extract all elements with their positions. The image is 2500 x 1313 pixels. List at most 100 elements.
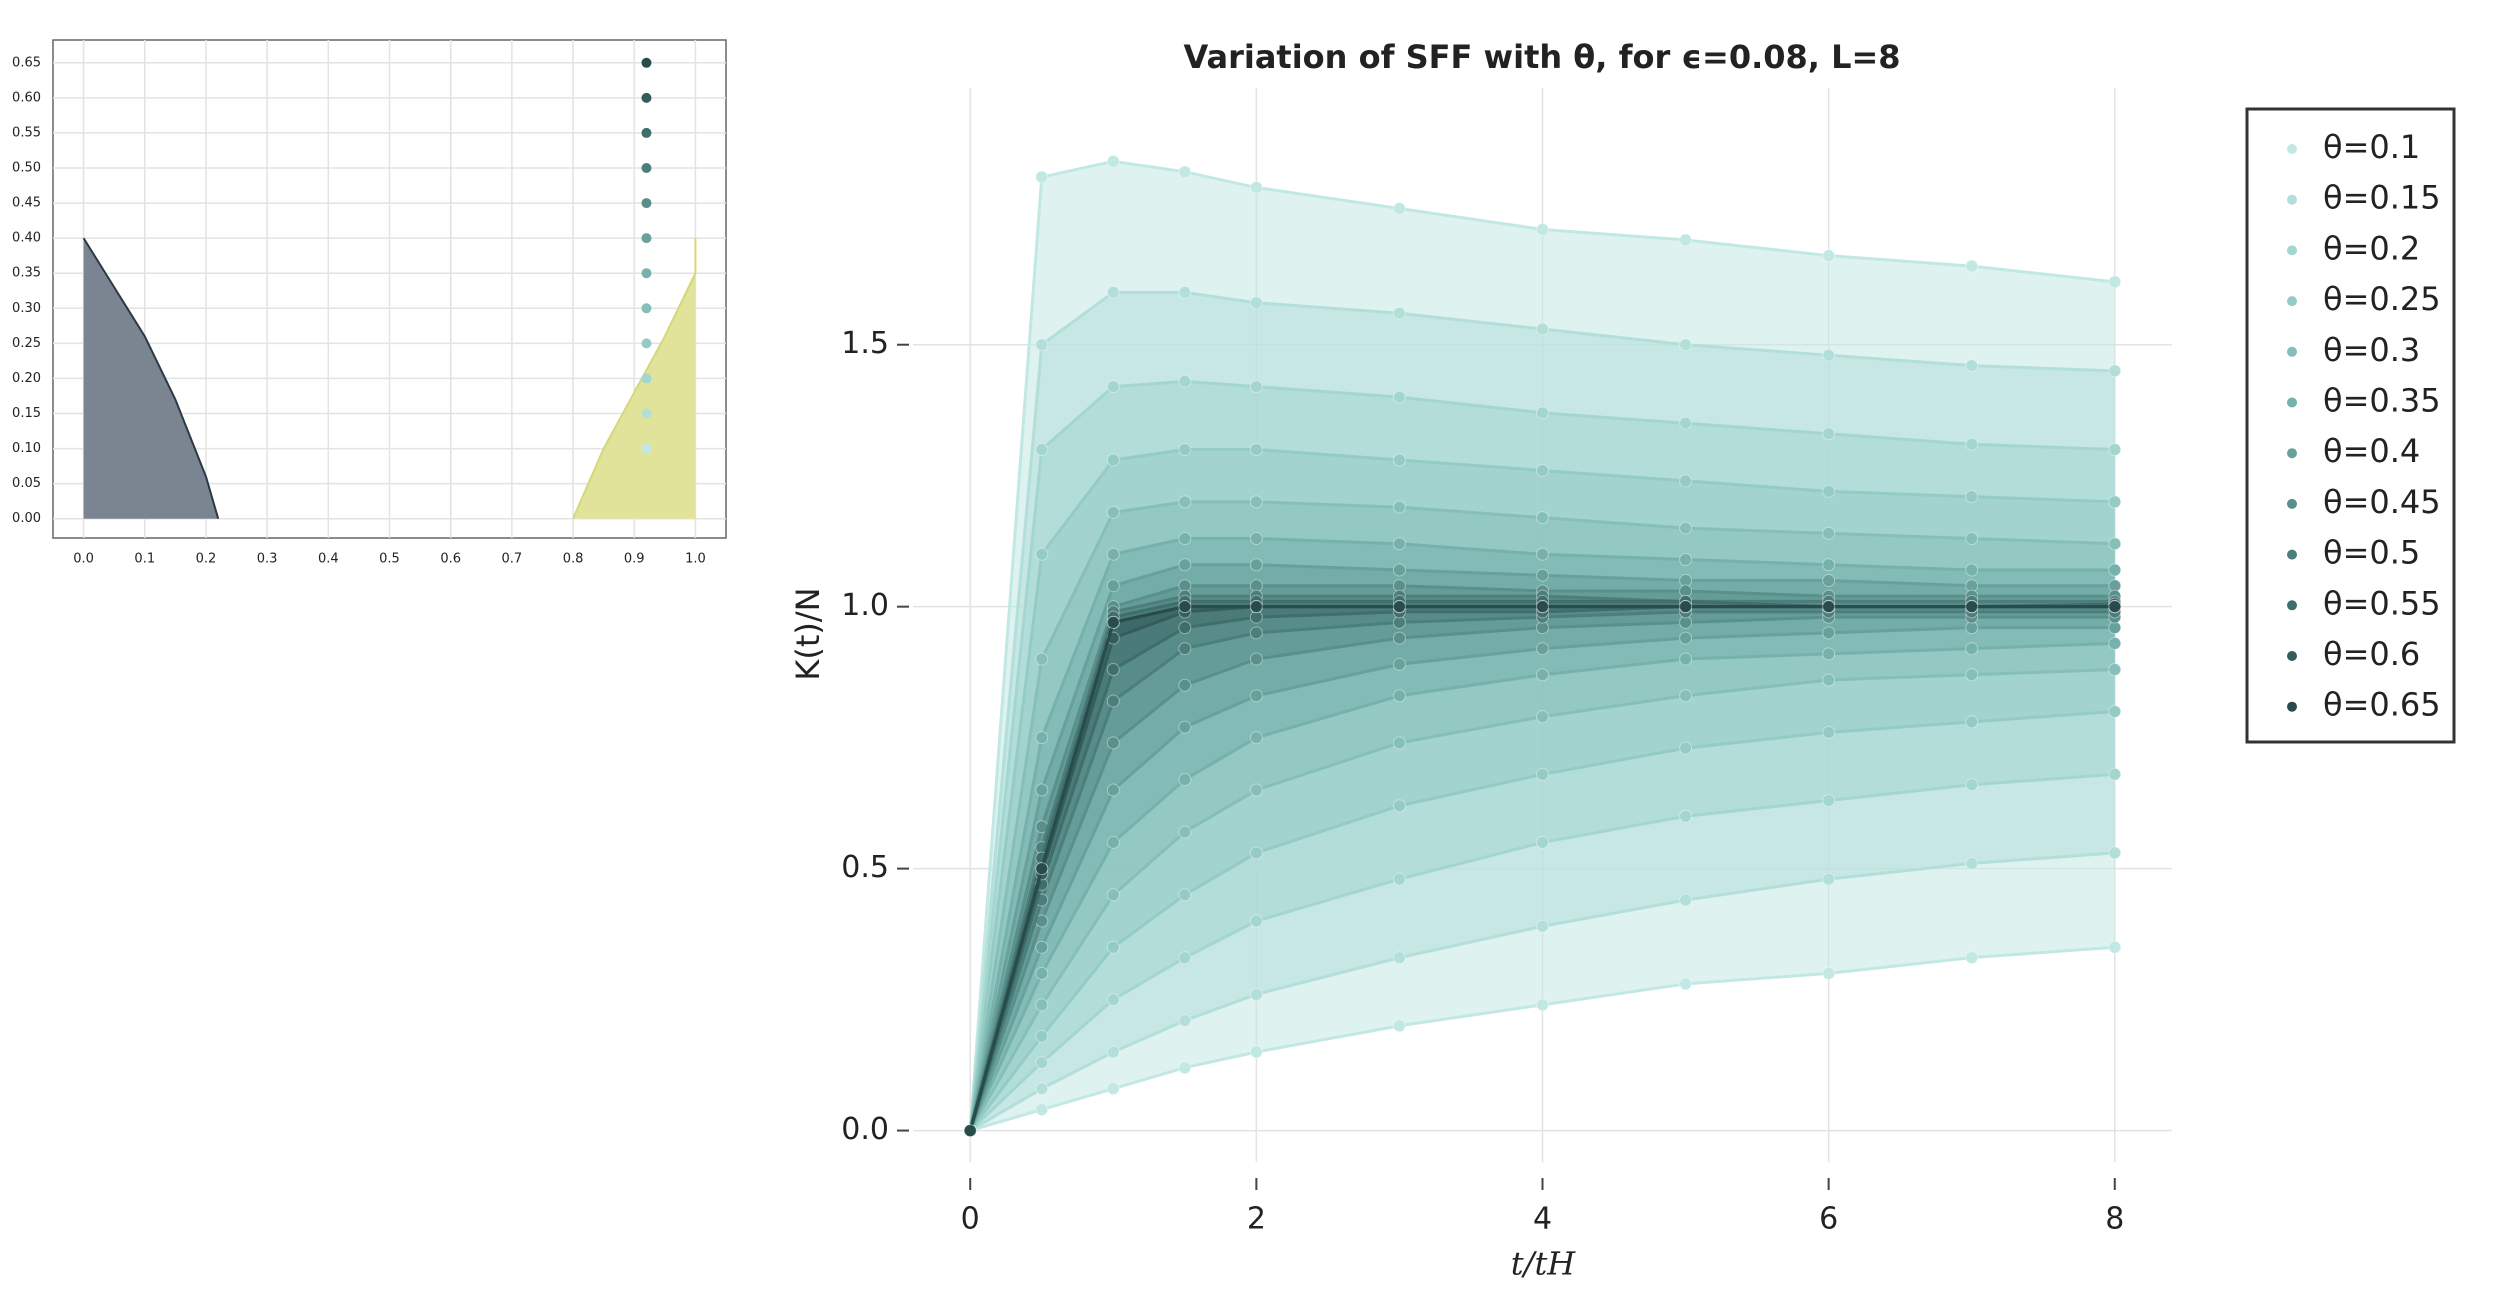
data-point: [1392, 453, 1406, 467]
data-point: [1035, 966, 1049, 980]
legend-label: θ=0.55: [2323, 584, 2441, 622]
data-point: [1106, 993, 1120, 1007]
data-point: [1822, 872, 1836, 886]
x-tick-label: 0: [961, 1202, 980, 1237]
data-point: [1249, 626, 1263, 640]
data-point: [1035, 547, 1049, 561]
data-point: [1249, 181, 1263, 195]
chart-title: Variation of SFF with θ, for ϵ=0.08, L=8: [1183, 38, 1900, 76]
data-point: [1035, 1055, 1049, 1069]
data-point: [1965, 951, 1979, 965]
data-point: [1106, 663, 1120, 677]
data-point: [1178, 642, 1192, 656]
area-fill: [573, 238, 696, 519]
data-point: [1965, 715, 1979, 729]
y-tick-label: 0.10: [12, 441, 41, 456]
data-point: [1965, 856, 1979, 870]
data-point: [1178, 825, 1192, 839]
data-point: [1392, 306, 1406, 320]
x-tick-label: 0.8: [563, 552, 584, 567]
y-tick-label: 1.0: [841, 588, 889, 623]
data-point: [1679, 338, 1693, 352]
data-point: [1392, 631, 1406, 645]
data-point: [1249, 1045, 1263, 1059]
scatter-point: [641, 443, 652, 454]
data-point: [1679, 474, 1693, 488]
data-point: [1106, 285, 1120, 299]
data-point: [1178, 888, 1192, 902]
data-point: [1249, 600, 1263, 614]
x-tick-label: 8: [2105, 1202, 2124, 1237]
data-point: [1536, 767, 1549, 781]
data-point: [1822, 484, 1836, 498]
data-point: [1822, 348, 1836, 362]
data-point: [1249, 846, 1263, 860]
data-point: [1679, 600, 1693, 614]
data-point: [2108, 563, 2122, 577]
x-tick-label: 0.0: [73, 552, 94, 567]
scatter-point: [641, 233, 652, 244]
data-point: [2108, 704, 2122, 718]
data-point: [1106, 1045, 1120, 1059]
legend-label: θ=0.2: [2323, 229, 2420, 267]
data-point: [1392, 951, 1406, 965]
data-point: [1965, 359, 1979, 373]
data-point: [1178, 600, 1192, 614]
x-tick-label: 0.7: [502, 552, 523, 567]
x-tick-label: 0.5: [379, 552, 400, 567]
band-fill: [970, 564, 2115, 1131]
data-point: [1536, 406, 1549, 420]
legend-label: θ=0.1: [2323, 128, 2420, 166]
data-point: [1249, 558, 1263, 572]
legend-marker: [2287, 448, 2297, 459]
data-point: [1035, 170, 1049, 184]
x-tick-label: 0.3: [257, 552, 278, 567]
data-point: [1035, 1029, 1049, 1043]
data-point: [1392, 201, 1406, 215]
data-point: [1679, 741, 1693, 755]
data-point: [1679, 631, 1693, 645]
data-point: [1106, 615, 1120, 629]
y-tick-label: 1.5: [841, 326, 889, 361]
scatter-point: [641, 127, 652, 138]
data-point: [1178, 374, 1192, 388]
data-point: [1536, 222, 1549, 236]
y-tick-label: 0.35: [12, 266, 41, 281]
data-point: [1249, 731, 1263, 745]
x-axis-label: t/tH: [1511, 1245, 1577, 1283]
data-point: [2108, 364, 2122, 378]
y-tick-label: 0.40: [12, 231, 41, 246]
data-point: [1178, 1014, 1192, 1028]
legend-label: θ=0.4: [2323, 432, 2420, 470]
area-line: [82, 237, 220, 519]
data-point: [1249, 442, 1263, 456]
legend-marker: [2287, 651, 2297, 661]
legend-label: θ=0.35: [2323, 382, 2441, 420]
data-point: [2108, 767, 2122, 781]
data-point: [1106, 380, 1120, 394]
data-point: [1965, 600, 1979, 614]
data-point: [1035, 338, 1049, 352]
data-point: [1536, 600, 1549, 614]
y-tick-label: 0.25: [12, 336, 41, 351]
data-point: [1035, 731, 1049, 745]
x-tick-label: 2: [1247, 1202, 1266, 1237]
data-point: [963, 1124, 977, 1138]
y-tick-label: 0.00: [12, 511, 41, 526]
data-point: [1392, 537, 1406, 551]
data-point: [1965, 563, 1979, 577]
data-point: [2108, 600, 2122, 614]
data-point: [1106, 940, 1120, 954]
data-point: [1392, 600, 1406, 614]
data-point: [1392, 657, 1406, 671]
legend-marker: [2287, 701, 2297, 712]
data-point: [1679, 521, 1693, 535]
data-point: [1822, 573, 1836, 587]
data-point: [1035, 442, 1049, 456]
data-point: [1249, 532, 1263, 546]
data-point: [1965, 668, 1979, 682]
data-point: [1536, 998, 1549, 1012]
data-point: [1249, 914, 1263, 928]
y-tick-label: 0.0: [841, 1112, 889, 1147]
